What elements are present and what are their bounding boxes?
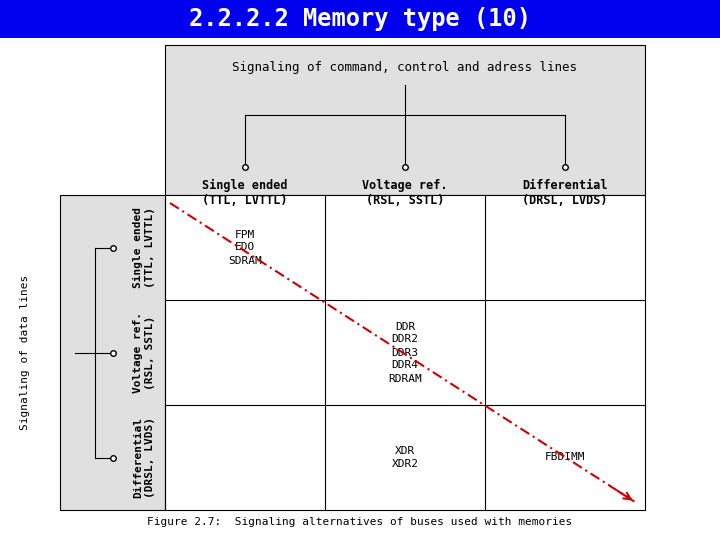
Text: DDR2: DDR2: [392, 334, 418, 345]
Text: XDR: XDR: [395, 446, 415, 456]
Text: Differential
(DRSL, LVDS): Differential (DRSL, LVDS): [133, 417, 155, 498]
Text: Differential
(DRSL, LVDS): Differential (DRSL, LVDS): [522, 179, 608, 207]
Text: 2.2.2.2 Memory type (10): 2.2.2.2 Memory type (10): [189, 7, 531, 31]
Text: Signaling of command, control and adress lines: Signaling of command, control and adress…: [233, 60, 577, 73]
Text: FBDIMM: FBDIMM: [545, 453, 585, 462]
Text: Voltage ref.
(RSL, SSTL): Voltage ref. (RSL, SSTL): [362, 179, 448, 207]
Text: DDR4: DDR4: [392, 361, 418, 370]
Text: Signaling of data lines: Signaling of data lines: [20, 275, 30, 430]
Text: FPM: FPM: [235, 230, 255, 240]
Text: RDRAM: RDRAM: [388, 374, 422, 383]
Text: EDO: EDO: [235, 242, 255, 253]
Bar: [165, 45, 645, 195]
Text: DDR3: DDR3: [392, 348, 418, 357]
Text: XDR2: XDR2: [392, 459, 418, 469]
Text: Single ended
(TTL, LVTTL): Single ended (TTL, LVTTL): [133, 207, 155, 288]
Bar: [165, 195, 645, 510]
Text: SDRAM: SDRAM: [228, 255, 262, 266]
Text: Single ended
(TTL, LVTTL): Single ended (TTL, LVTTL): [202, 179, 288, 207]
Bar: [0, 0, 720, 38]
Bar: [60, 195, 165, 510]
Text: DDR: DDR: [395, 321, 415, 332]
Text: Voltage ref.
(RSL, SSTL): Voltage ref. (RSL, SSTL): [133, 312, 155, 393]
Bar: [60, 195, 165, 510]
Text: Figure 2.7:  Signaling alternatives of buses used with memories: Figure 2.7: Signaling alternatives of bu…: [148, 517, 572, 527]
